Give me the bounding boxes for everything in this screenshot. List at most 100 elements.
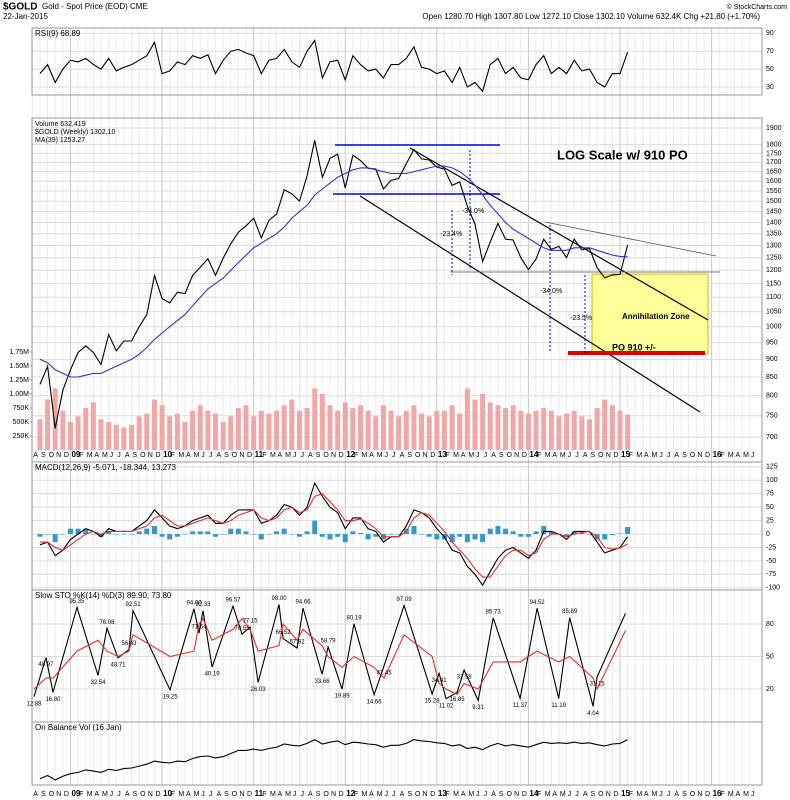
histogram-bar: [45, 534, 51, 535]
x-tick-label: M: [468, 791, 474, 798]
histogram-bar: [106, 531, 112, 535]
x-tick-label: F: [171, 452, 175, 459]
x-tick-label: 11: [255, 450, 264, 459]
volume-bar: [419, 413, 425, 450]
histogram-bar: [274, 531, 280, 535]
y-tick-label: 1750: [766, 150, 782, 157]
data-label: 16.85: [450, 697, 466, 703]
rsi-panel: [31, 27, 763, 96]
histogram-bar: [571, 531, 577, 535]
histogram-bar: [67, 528, 73, 535]
volume-bar: [144, 413, 150, 450]
x-tick-label: 11: [255, 789, 264, 798]
volume-bar: [266, 413, 272, 450]
y-tick-label: 1700: [766, 159, 782, 166]
data-label: 33.66: [315, 679, 331, 685]
resistance-line: [544, 221, 717, 257]
x-tick-label: M: [560, 791, 566, 798]
histogram-bar: [113, 534, 119, 535]
x-tick-label: J: [209, 452, 213, 459]
data-label: 48.71: [110, 662, 126, 668]
x-tick-label: A: [216, 452, 221, 459]
x-tick-label: J: [117, 791, 121, 798]
grid-layer: [30, 28, 762, 785]
y-tick-label: -100: [766, 585, 780, 592]
volume-bar: [83, 407, 89, 450]
volume-bar: [327, 405, 333, 450]
x-tick-label: S: [499, 452, 504, 459]
x-tick-label: N: [697, 791, 702, 798]
histogram-bar: [419, 534, 425, 535]
x-tick-label: M: [743, 452, 749, 459]
y-tick-label: 30: [766, 84, 774, 91]
x-tick-label: J: [575, 452, 579, 459]
volume-bar: [289, 399, 295, 450]
x-tick-label: 12: [346, 450, 355, 459]
annotation: -34.0%: [540, 288, 562, 295]
y-tick-label: 750: [766, 413, 778, 420]
x-tick-label: F: [445, 791, 449, 798]
annotation: -23.5%: [570, 315, 592, 322]
volume-bar: [594, 407, 600, 450]
data-label: 57.82: [290, 640, 306, 646]
x-tick-label: M: [652, 452, 658, 459]
y-tick-label: -50: [766, 558, 776, 565]
x-tick-label: A: [461, 452, 466, 459]
histogram-bar: [525, 534, 531, 537]
volume-bar: [411, 405, 417, 450]
y2-tick-label: 1.50M: [10, 363, 30, 370]
x-tick-label: J: [484, 791, 488, 798]
x-tick-label: J: [117, 452, 121, 459]
histogram-bar: [90, 534, 96, 535]
x-tick-label: S: [591, 452, 596, 459]
data-label: 26.03: [251, 687, 267, 693]
histogram-bar: [281, 528, 287, 535]
x-tick-label: S: [133, 791, 138, 798]
x-tick-label: S: [41, 452, 46, 459]
x-tick-label: A: [308, 791, 313, 798]
x-tick-label: N: [331, 791, 336, 798]
volume-bar: [365, 410, 371, 450]
data-label: 37.58: [457, 675, 473, 681]
x-tick-label: J: [751, 791, 755, 798]
data-label: 92.33: [195, 602, 211, 608]
x-tick-label: S: [591, 791, 596, 798]
x-tick-label: A: [552, 452, 557, 459]
histogram-bar: [167, 534, 173, 540]
histogram-bar: [350, 531, 356, 535]
x-tick-label: M: [102, 791, 108, 798]
histogram-bar: [52, 534, 58, 543]
histogram-bar: [136, 531, 142, 535]
volume-bar: [556, 416, 562, 450]
histogram-bar: [197, 531, 203, 535]
y-tick-label: 1300: [766, 242, 782, 249]
y-tick-label: 800: [766, 393, 778, 400]
panel-title: On Balance Vol (16 Jan): [35, 723, 122, 732]
x-tick-label: A: [308, 452, 313, 459]
y-tick-label: 1050: [766, 308, 782, 315]
x-tick-label: M: [377, 791, 383, 798]
histogram-bar: [388, 534, 394, 535]
volume-bar: [625, 414, 631, 450]
x-tick-label: O: [415, 791, 421, 798]
volume-bar: [304, 407, 310, 450]
x-tick-label: F: [537, 791, 541, 798]
y-tick-label: 50: [766, 504, 774, 511]
histogram-bar: [541, 526, 547, 535]
x-tick-label: N: [239, 452, 244, 459]
x-tick-label: J: [201, 452, 205, 459]
data-label: 31.15: [590, 681, 606, 687]
x-tick-label: A: [644, 452, 649, 459]
histogram-bar: [266, 534, 272, 535]
histogram-bar: [151, 526, 157, 535]
data-label: 85.89: [562, 609, 578, 615]
volume-bar: [212, 413, 218, 450]
volume-bar: [37, 419, 43, 450]
x-tick-label: A: [33, 791, 38, 798]
volume-bar: [579, 416, 585, 450]
x-tick-label: N: [606, 791, 611, 798]
x-tick-label: J: [300, 452, 304, 459]
x-tick-label: S: [407, 452, 412, 459]
x-tick-label: 12: [346, 789, 355, 798]
